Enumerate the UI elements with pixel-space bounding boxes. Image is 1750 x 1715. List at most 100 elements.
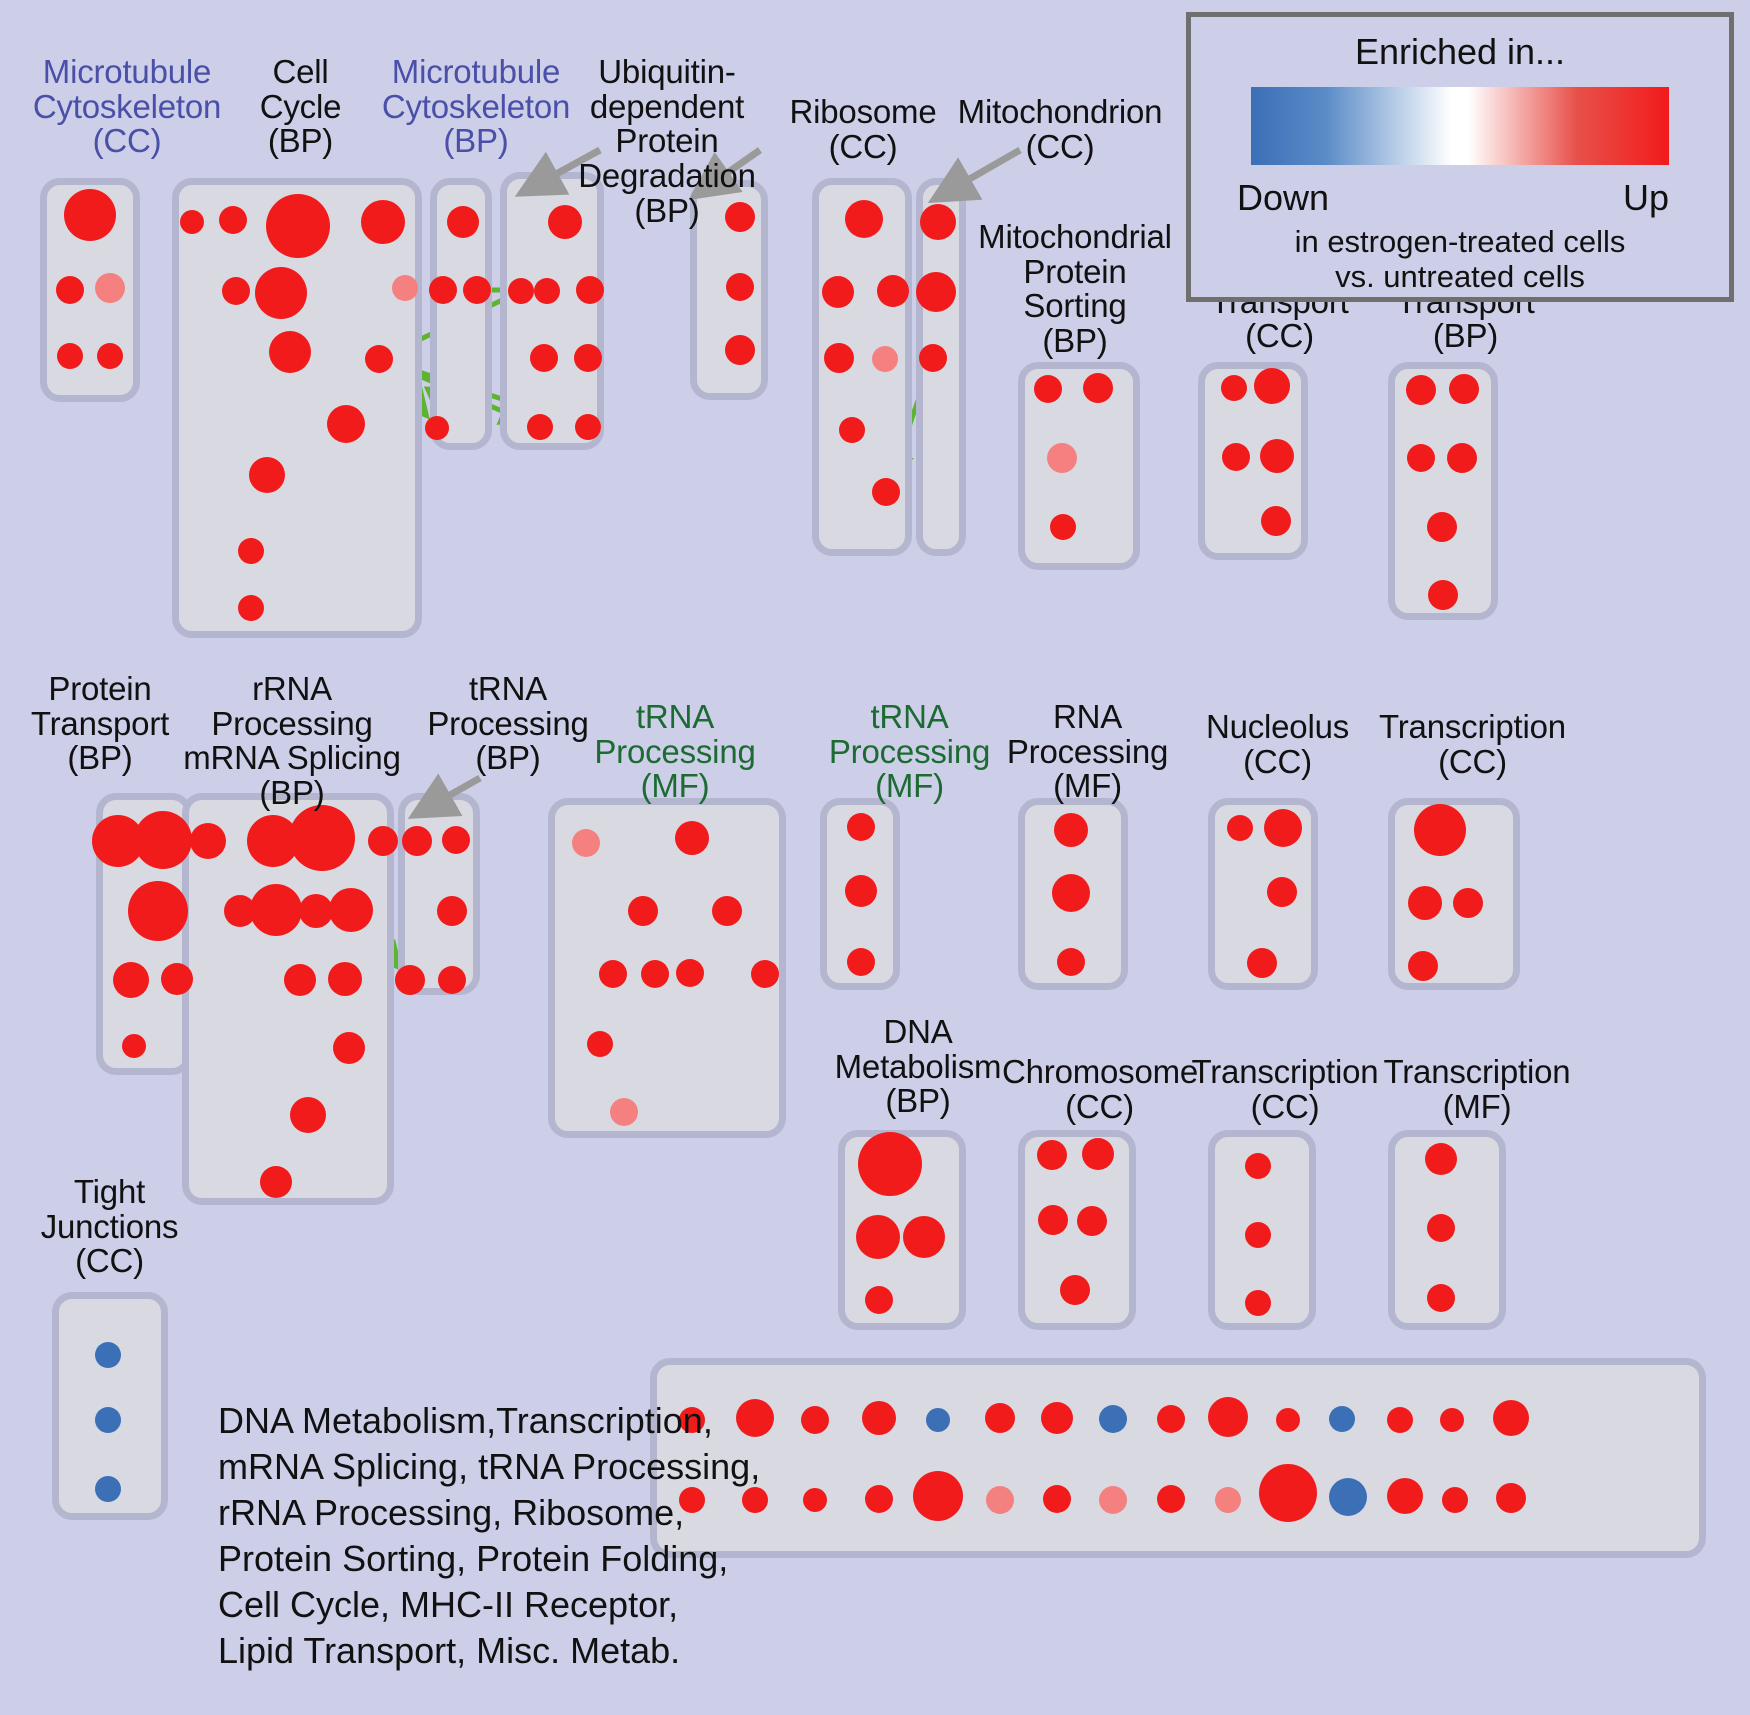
- gene-set-node[interactable]: [926, 1408, 950, 1432]
- gene-set-node[interactable]: [1428, 580, 1458, 610]
- gene-set-node[interactable]: [327, 405, 365, 443]
- gene-set-node[interactable]: [862, 1401, 896, 1435]
- gene-set-node[interactable]: [508, 278, 534, 304]
- gene-set-node[interactable]: [1329, 1406, 1355, 1432]
- gene-set-node[interactable]: [1082, 1138, 1114, 1170]
- gene-set-node[interactable]: [847, 948, 875, 976]
- gene-set-node[interactable]: [1060, 1275, 1090, 1305]
- gene-set-node[interactable]: [1157, 1405, 1185, 1433]
- gene-set-node[interactable]: [1493, 1400, 1529, 1436]
- gene-set-node[interactable]: [255, 267, 307, 319]
- gene-set-node[interactable]: [190, 823, 226, 859]
- gene-set-node[interactable]: [903, 1216, 945, 1258]
- gene-set-node[interactable]: [865, 1286, 893, 1314]
- gene-set-node[interactable]: [575, 414, 601, 440]
- gene-set-node[interactable]: [1050, 514, 1076, 540]
- gene-set-node[interactable]: [675, 821, 709, 855]
- gene-set-node[interactable]: [1222, 443, 1250, 471]
- gene-set-node[interactable]: [1083, 373, 1113, 403]
- gene-set-node[interactable]: [1047, 443, 1077, 473]
- gene-set-node[interactable]: [877, 275, 909, 307]
- gene-set-node[interactable]: [1447, 443, 1477, 473]
- gene-set-node[interactable]: [587, 1031, 613, 1057]
- gene-set-node[interactable]: [1387, 1407, 1413, 1433]
- gene-set-node[interactable]: [437, 896, 467, 926]
- gene-set-node[interactable]: [824, 343, 854, 373]
- gene-set-node[interactable]: [1034, 375, 1062, 403]
- gene-set-node[interactable]: [1442, 1487, 1468, 1513]
- gene-set-node[interactable]: [1254, 368, 1290, 404]
- gene-set-node[interactable]: [368, 826, 398, 856]
- gene-set-node[interactable]: [1259, 1464, 1317, 1522]
- gene-set-node[interactable]: [95, 273, 125, 303]
- gene-set-node[interactable]: [328, 962, 362, 996]
- gene-set-node[interactable]: [1496, 1483, 1526, 1513]
- gene-set-node[interactable]: [1406, 375, 1436, 405]
- gene-set-node[interactable]: [266, 194, 330, 258]
- gene-set-node[interactable]: [534, 278, 560, 304]
- gene-set-node[interactable]: [1037, 1140, 1067, 1170]
- gene-set-node[interactable]: [610, 1098, 638, 1126]
- gene-set-node[interactable]: [438, 966, 466, 994]
- gene-set-node[interactable]: [134, 811, 192, 869]
- gene-set-node[interactable]: [1427, 1214, 1455, 1242]
- gene-set-node[interactable]: [361, 200, 405, 244]
- gene-set-node[interactable]: [95, 1476, 121, 1502]
- gene-set-node[interactable]: [751, 960, 779, 988]
- gene-set-node[interactable]: [64, 189, 116, 241]
- gene-set-node[interactable]: [222, 277, 250, 305]
- gene-set-node[interactable]: [299, 894, 333, 928]
- gene-set-node[interactable]: [1157, 1485, 1185, 1513]
- gene-set-node[interactable]: [1276, 1408, 1300, 1432]
- gene-set-node[interactable]: [676, 959, 704, 987]
- gene-set-node[interactable]: [1408, 886, 1442, 920]
- gene-set-node[interactable]: [803, 1488, 827, 1512]
- gene-set-node[interactable]: [1245, 1222, 1271, 1248]
- gene-set-node[interactable]: [463, 276, 491, 304]
- gene-set-node[interactable]: [442, 826, 470, 854]
- gene-set-node[interactable]: [1407, 444, 1435, 472]
- gene-set-node[interactable]: [679, 1407, 705, 1433]
- gene-set-node[interactable]: [726, 273, 754, 301]
- gene-set-node[interactable]: [1057, 948, 1085, 976]
- gene-set-node[interactable]: [679, 1487, 705, 1513]
- gene-set-node[interactable]: [1261, 506, 1291, 536]
- gene-set-node[interactable]: [725, 335, 755, 365]
- gene-set-node[interactable]: [858, 1132, 922, 1196]
- gene-set-node[interactable]: [1425, 1143, 1457, 1175]
- gene-set-node[interactable]: [527, 414, 553, 440]
- gene-set-node[interactable]: [845, 875, 877, 907]
- gene-set-node[interactable]: [1264, 809, 1302, 847]
- gene-set-node[interactable]: [447, 206, 479, 238]
- gene-set-node[interactable]: [916, 272, 956, 312]
- gene-set-node[interactable]: [1099, 1486, 1127, 1514]
- gene-set-node[interactable]: [985, 1403, 1015, 1433]
- gene-set-node[interactable]: [1043, 1485, 1071, 1513]
- gene-set-node[interactable]: [249, 457, 285, 493]
- gene-set-node[interactable]: [329, 888, 373, 932]
- gene-set-node[interactable]: [576, 276, 604, 304]
- gene-set-node[interactable]: [865, 1485, 893, 1513]
- gene-set-node[interactable]: [920, 204, 956, 240]
- gene-set-node[interactable]: [1449, 374, 1479, 404]
- gene-set-node[interactable]: [919, 344, 947, 372]
- gene-set-node[interactable]: [872, 478, 900, 506]
- gene-set-node[interactable]: [1453, 888, 1483, 918]
- gene-set-node[interactable]: [429, 276, 457, 304]
- gene-set-node[interactable]: [219, 206, 247, 234]
- gene-set-node[interactable]: [161, 963, 193, 995]
- gene-set-node[interactable]: [402, 826, 432, 856]
- gene-set-node[interactable]: [260, 1166, 292, 1198]
- gene-set-node[interactable]: [57, 343, 83, 369]
- gene-set-node[interactable]: [548, 205, 582, 239]
- gene-set-node[interactable]: [641, 960, 669, 988]
- gene-set-node[interactable]: [872, 346, 898, 372]
- gene-set-node[interactable]: [1227, 815, 1253, 841]
- gene-set-node[interactable]: [1221, 375, 1247, 401]
- gene-set-node[interactable]: [1387, 1478, 1423, 1514]
- gene-set-node[interactable]: [1052, 874, 1090, 912]
- gene-set-node[interactable]: [822, 276, 854, 308]
- gene-set-node[interactable]: [839, 417, 865, 443]
- gene-set-node[interactable]: [913, 1471, 963, 1521]
- gene-set-node[interactable]: [250, 884, 302, 936]
